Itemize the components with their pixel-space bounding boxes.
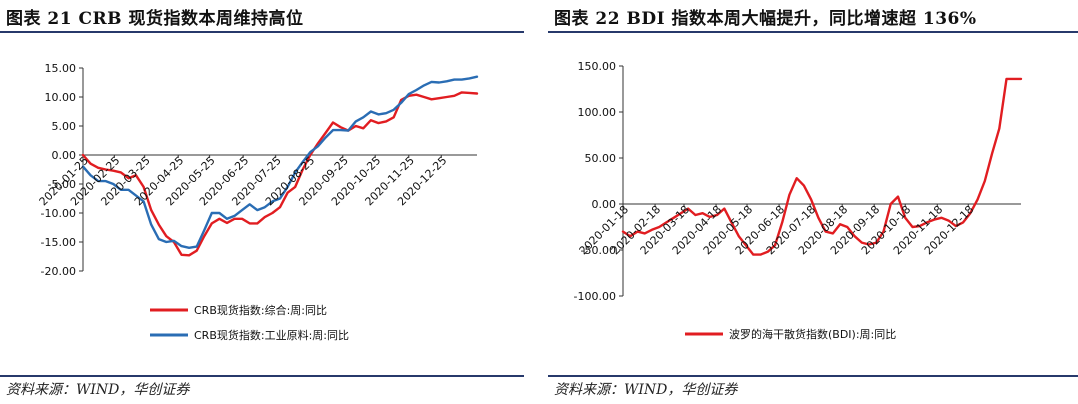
bdi-xtick-labels: 2020-01-182020-02-182020-03-182020-04-18… bbox=[577, 203, 977, 257]
bdi-title-rule bbox=[548, 31, 1078, 33]
crb-series-line-2 bbox=[81, 75, 479, 250]
bdi-ytick-label: 50.00 bbox=[585, 152, 617, 165]
crb-chart-title: 图表 21 CRB 现货指数本周维持高位 bbox=[6, 9, 304, 29]
crb-legend-label-2: CRB现货指数:工业原料:周:同比 bbox=[194, 328, 349, 342]
crb-panel: 图表 21 CRB 现货指数本周维持高位 15.00 10.00 5.00 0.00 -… bbox=[0, 0, 524, 404]
crb-xtick-labels: 2020-01-252020-02-252020-03-252020-04-25… bbox=[37, 154, 450, 208]
crb-series-line-1 bbox=[81, 91, 479, 257]
crb-source: 资料来源：WIND，华创证券 bbox=[6, 382, 190, 398]
bdi-chart: 150.00 100.00 50.00 0.00 -50.00 -100.00 2020-… bbox=[574, 60, 1023, 341]
crb-legend-label-1: CRB现货指数:综合:周:同比 bbox=[194, 303, 327, 317]
crb-ytick-label: -10.00 bbox=[41, 207, 76, 220]
bdi-ytick-label: 100.00 bbox=[578, 106, 617, 119]
crb-ytick-label: 15.00 bbox=[45, 62, 77, 75]
bdi-ytick-label: 0.00 bbox=[592, 198, 617, 211]
crb-footer-rule bbox=[0, 375, 524, 377]
crb-ytick-label: 0.00 bbox=[52, 149, 77, 162]
crb-ytick-label: -15.00 bbox=[41, 236, 76, 249]
crb-ytick-label: 5.00 bbox=[52, 120, 77, 133]
bdi-chart-title: 图表 22 BDI 指数本周大幅提升，同比增速超 136% bbox=[554, 9, 977, 29]
bdi-axes: 150.00 100.00 50.00 0.00 -50.00 -100.00 bbox=[574, 60, 1021, 303]
crb-chart: 15.00 10.00 5.00 0.00 -5.00 -10.00 -15.00 -20.0… bbox=[37, 62, 479, 342]
crb-ytick-label: -5.00 bbox=[48, 178, 76, 191]
bdi-panel: 图表 22 BDI 指数本周大幅提升，同比增速超 136% 150.00 100.… bbox=[548, 0, 1078, 404]
bdi-ytick-label: -100.00 bbox=[574, 290, 616, 303]
bdi-series-line-1 bbox=[621, 77, 1023, 256]
crb-axes: 15.00 10.00 5.00 0.00 -5.00 -10.00 -15.00 -20.0… bbox=[41, 62, 477, 278]
crb-legend: CRB现货指数:综合:周:同比 CRB现货指数:工业原料:周:同比 bbox=[150, 303, 349, 342]
bdi-ytick-label: -50.00 bbox=[581, 244, 616, 257]
crb-ytick-label: -20.00 bbox=[41, 265, 76, 278]
bdi-ytick-label: 150.00 bbox=[578, 60, 617, 73]
crb-series-layer bbox=[81, 75, 479, 257]
crb-ytick-label: 10.00 bbox=[45, 91, 77, 104]
bdi-source: 资料来源：WIND，华创证券 bbox=[554, 382, 738, 398]
crb-title-rule bbox=[0, 31, 524, 33]
bdi-legend: 波罗的海干散货指数(BDI):周:同比 bbox=[685, 327, 896, 341]
bdi-series-layer bbox=[621, 77, 1023, 256]
bdi-legend-label-1: 波罗的海干散货指数(BDI):周:同比 bbox=[729, 327, 896, 341]
bdi-footer-rule bbox=[548, 375, 1078, 377]
